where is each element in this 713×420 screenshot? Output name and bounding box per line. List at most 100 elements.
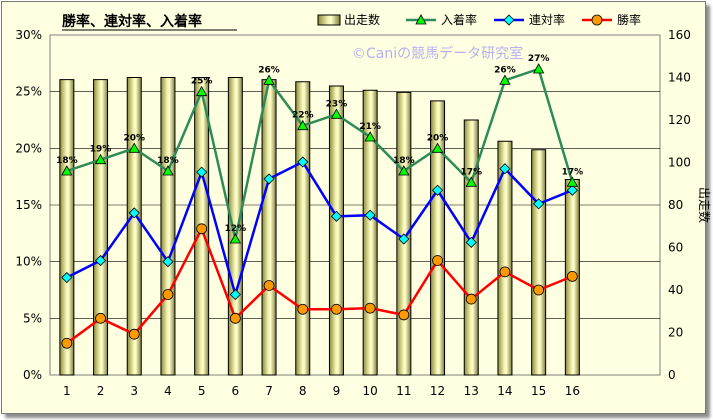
point-勝率 (61, 337, 73, 349)
point-連対率 (398, 233, 410, 245)
point-入着率 (566, 176, 579, 187)
point-入着率 (431, 142, 444, 153)
x-tick-label: 15 (531, 384, 546, 398)
legend-swatch-出走数 (317, 14, 341, 26)
line-入着率 (66, 67, 574, 240)
point-勝率 (297, 303, 309, 315)
point-入着率 (364, 131, 376, 142)
data-label-入着率: 21% (359, 122, 381, 132)
data-label-入着率: 19% (90, 145, 112, 155)
point-入着率 (297, 119, 309, 131)
data-label-入着率: 26% (258, 65, 280, 75)
point-連対率 (196, 166, 208, 178)
right-tick-label: 100 (668, 156, 691, 170)
point-入着率 (532, 63, 545, 74)
point-入着率 (465, 176, 477, 187)
data-label-入着率: 22% (292, 111, 314, 121)
left-tick-label: 5% (23, 311, 42, 325)
point-入着率 (330, 108, 343, 119)
bar-出走数 (160, 77, 176, 376)
legend-label: 連対率 (529, 12, 565, 27)
point-入着率 (61, 165, 73, 176)
point-連対率 (499, 163, 511, 175)
bar-出走数 (531, 149, 547, 376)
point-連対率 (162, 256, 174, 268)
right-tick-label: 20 (668, 326, 683, 340)
data-label-入着率: 27% (528, 54, 550, 64)
x-tick-label: 5 (198, 384, 206, 398)
right-tick-label: 80 (668, 198, 683, 212)
x-tick-label: 9 (333, 384, 341, 398)
point-連対率 (94, 254, 107, 267)
point-勝率 (465, 293, 477, 305)
legend-marker-勝率 (591, 14, 603, 26)
point-連対率 (330, 210, 343, 222)
data-label-入着率: 20% (427, 133, 449, 143)
point-連対率 (263, 173, 275, 185)
x-tick-label: 11 (396, 384, 411, 398)
right-tick-label: 0 (668, 368, 676, 382)
right-tick-label: 60 (668, 241, 683, 255)
line-勝率 (66, 225, 573, 345)
data-label-入着率: 26% (494, 65, 516, 75)
x-tick-label: 10 (363, 384, 378, 398)
point-入着率 (263, 74, 275, 85)
bar-出走数 (328, 85, 344, 376)
right-axis-label: 出走数 (697, 187, 712, 223)
left-tick-label: 30% (15, 28, 42, 42)
grid-lines (49, 34, 661, 376)
point-連対率 (229, 288, 241, 301)
legend: 出走数 入着率 連対率 勝率 (317, 12, 641, 27)
right-tick-label: 120 (668, 113, 691, 127)
point-連対率 (533, 198, 545, 210)
chart-title: 勝率、連対率、入着率 (62, 13, 202, 30)
point-入着率 (229, 233, 242, 244)
x-tick-label: 16 (565, 384, 580, 398)
x-tick-label: 8 (299, 384, 307, 398)
right-tick-label: 160 (668, 28, 691, 42)
data-label-入着率: 17% (562, 167, 584, 177)
legend-label: 入着率 (441, 12, 477, 27)
data-label-入着率: 18% (393, 156, 415, 166)
point-勝率 (566, 270, 578, 282)
point-勝率 (162, 289, 174, 300)
x-tick-label: 4 (164, 384, 172, 398)
left-tick-label: 0% (23, 368, 42, 382)
right-tick-label: 40 (668, 283, 683, 297)
left-tick-label: 20% (15, 141, 42, 155)
point-勝率 (499, 266, 511, 278)
bar-出走数 (261, 79, 277, 376)
line-連対率 (66, 160, 573, 300)
x-tick-label: 3 (130, 384, 138, 398)
x-tick-label: 1 (63, 384, 71, 398)
point-勝率 (196, 223, 208, 235)
point-入着率 (195, 85, 208, 97)
point-勝率 (263, 280, 275, 291)
bar-出走数 (227, 77, 243, 376)
bar-出走数 (93, 79, 109, 376)
x-tick-label: 13 (464, 384, 479, 398)
x-tick-label: 6 (232, 384, 240, 398)
left-tick-label: 25% (15, 85, 42, 99)
point-連対率 (566, 184, 578, 196)
data-label-入着率: 12% (225, 224, 247, 234)
point-勝率 (364, 302, 376, 314)
x-tick-label: 14 (497, 384, 512, 398)
point-入着率 (128, 142, 140, 153)
point-連対率 (297, 156, 309, 168)
point-連対率 (61, 271, 73, 284)
axis-layer: 0% 5% 10% 15% 20% 25% 30% 0 20 40 60 80 100 120 140 160… (15, 28, 712, 398)
data-label-入着率: 18% (157, 156, 179, 166)
data-label-入着率: 23% (326, 99, 348, 109)
point-勝率 (128, 328, 140, 340)
right-tick-label: 140 (668, 71, 691, 85)
point-入着率 (94, 153, 107, 165)
point-入着率 (398, 165, 410, 176)
point-連対率 (128, 207, 140, 219)
left-tick-label: 10% (15, 255, 42, 269)
point-連対率 (364, 209, 376, 221)
left-tick-label: 15% (15, 198, 42, 212)
data-label-入着率: 25% (191, 77, 213, 87)
point-勝率 (331, 303, 342, 315)
point-連対率 (431, 184, 444, 196)
